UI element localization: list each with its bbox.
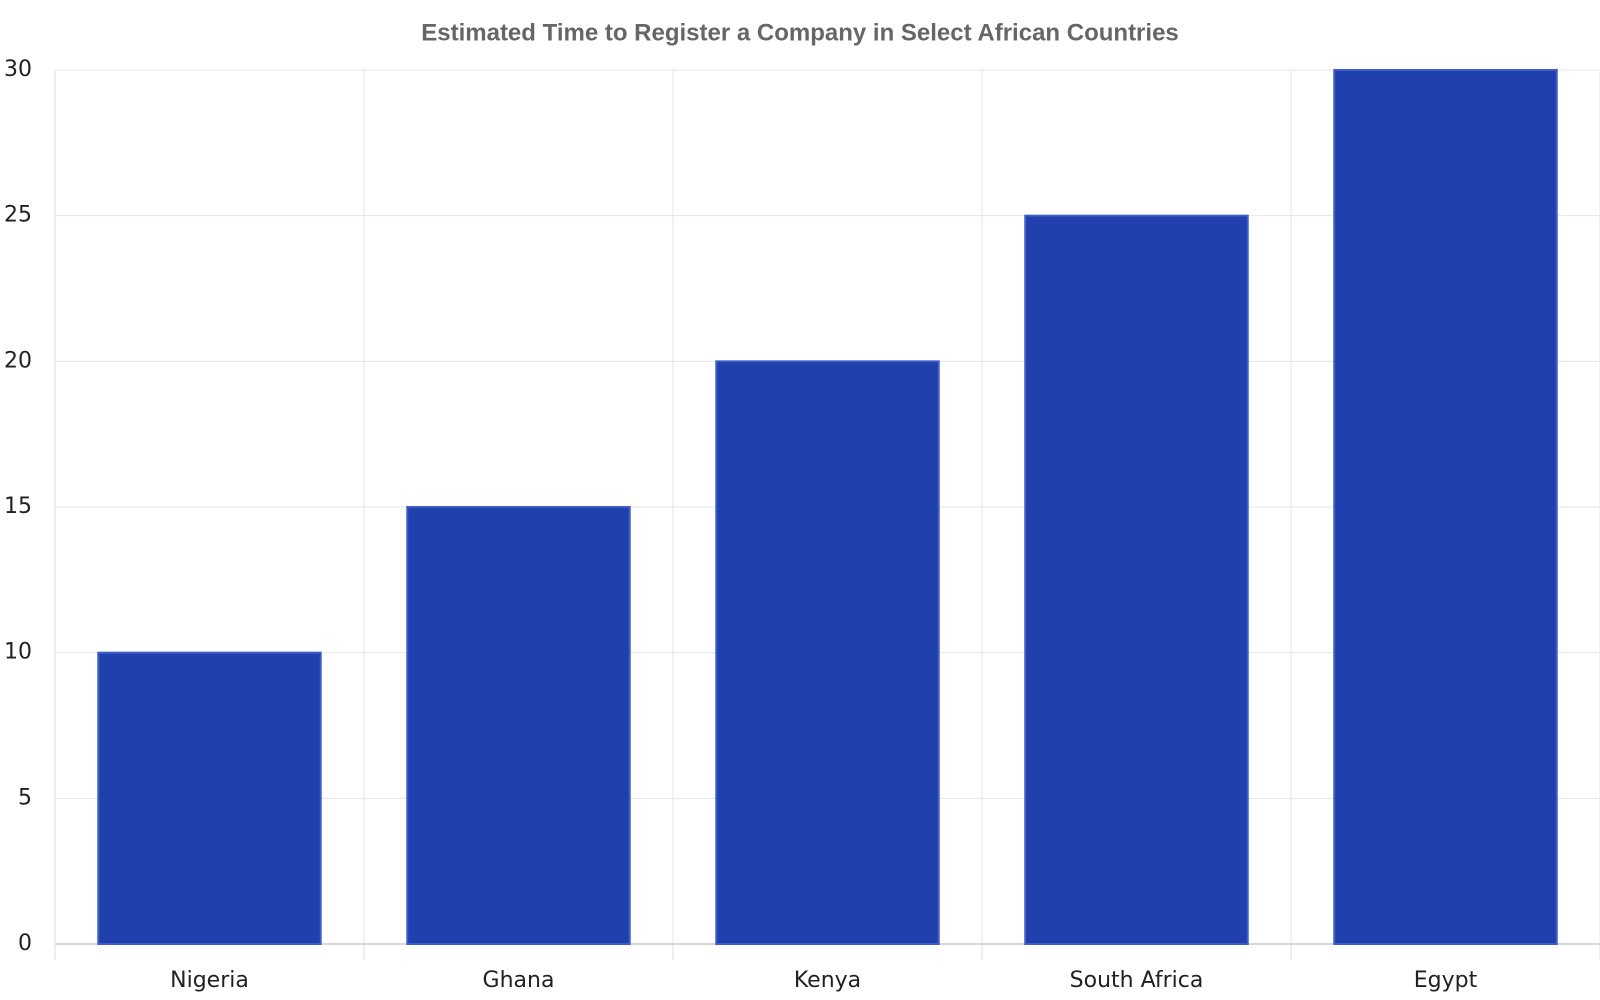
y-tick-label: 25	[4, 203, 32, 228]
y-tick-label: 0	[18, 931, 32, 956]
bar	[1024, 214, 1249, 945]
chart-title: Estimated Time to Register a Company in …	[421, 19, 1179, 46]
x-tick-label: Egypt	[1414, 968, 1478, 993]
x-tick-label: South Africa	[1070, 968, 1204, 993]
x-tick-label: Kenya	[794, 968, 861, 993]
y-tick-label: 30	[4, 57, 32, 82]
bar	[97, 651, 322, 946]
y-tick-label: 20	[4, 348, 32, 373]
x-tick-label: Ghana	[483, 968, 555, 993]
y-tick-label: 15	[4, 494, 32, 519]
bar	[1333, 69, 1558, 945]
y-tick-label: 10	[4, 640, 32, 665]
bar	[406, 506, 631, 945]
y-tick-label: 5	[18, 785, 32, 810]
x-tick-label: Nigeria	[170, 968, 249, 993]
bar	[715, 360, 940, 946]
